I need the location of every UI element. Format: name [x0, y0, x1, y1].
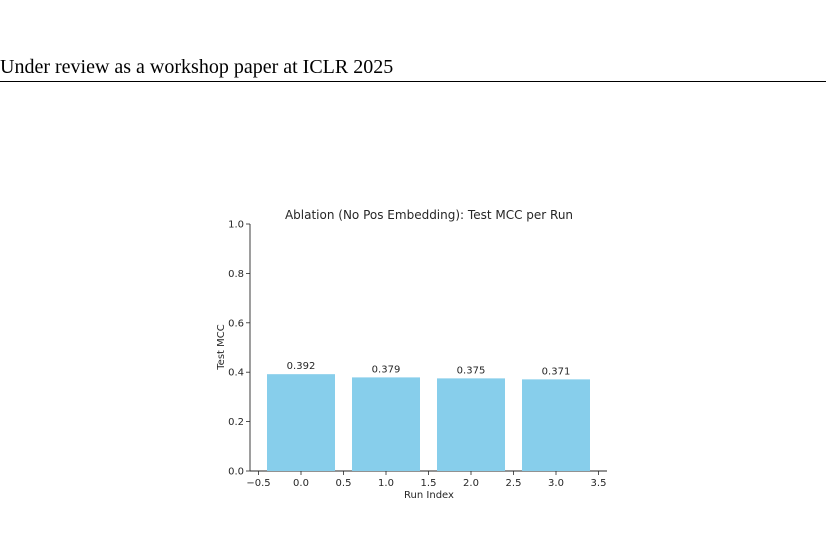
x-axis-label: Run Index — [404, 490, 454, 501]
x-tick-label: 0.5 — [336, 478, 352, 489]
x-tick-label: 3.5 — [591, 478, 607, 489]
x-tick-label: 3.0 — [548, 478, 564, 489]
x-ticks: −0.5 0.0 0.5 1.0 1.5 2.0 2.5 3.0 3.5 — [246, 471, 606, 489]
bars — [267, 374, 590, 471]
bar-chart: Ablation (No Pos Embedding): Test MCC pe… — [216, 208, 607, 501]
page-header: Under review as a workshop paper at ICLR… — [0, 56, 394, 78]
y-tick-label: 1.0 — [228, 220, 244, 231]
y-tick-label: 0.8 — [228, 269, 244, 280]
x-tick-label: 1.5 — [421, 478, 437, 489]
x-tick-label: 2.0 — [463, 478, 479, 489]
y-tick-label: 0.4 — [228, 368, 244, 379]
bar-value-label: 0.371 — [542, 366, 571, 377]
bar-value-label: 0.375 — [457, 365, 486, 376]
bar-run-0 — [267, 374, 335, 471]
header-rule — [0, 81, 826, 82]
y-tick-label: 0.2 — [228, 417, 244, 428]
x-tick-label: 2.5 — [506, 478, 522, 489]
x-tick-label: −0.5 — [246, 478, 270, 489]
bar-value-label: 0.392 — [287, 361, 316, 372]
chart-title: Ablation (No Pos Embedding): Test MCC pe… — [285, 208, 573, 222]
x-tick-label: 0.0 — [293, 478, 309, 489]
bar-run-3 — [522, 379, 590, 471]
figure: Ablation (No Pos Embedding): Test MCC pe… — [205, 200, 625, 510]
bar-value-label: 0.379 — [372, 364, 401, 375]
bar-run-1 — [352, 377, 420, 471]
y-axis-label: Test MCC — [216, 324, 227, 370]
value-labels: 0.392 0.379 0.375 0.371 — [287, 361, 571, 377]
bar-run-2 — [437, 378, 505, 471]
y-ticks: 0.0 0.2 0.4 0.6 0.8 1.0 — [228, 220, 250, 478]
y-tick-label: 0.6 — [228, 318, 244, 329]
x-tick-label: 1.0 — [378, 478, 394, 489]
y-tick-label: 0.0 — [228, 467, 244, 478]
